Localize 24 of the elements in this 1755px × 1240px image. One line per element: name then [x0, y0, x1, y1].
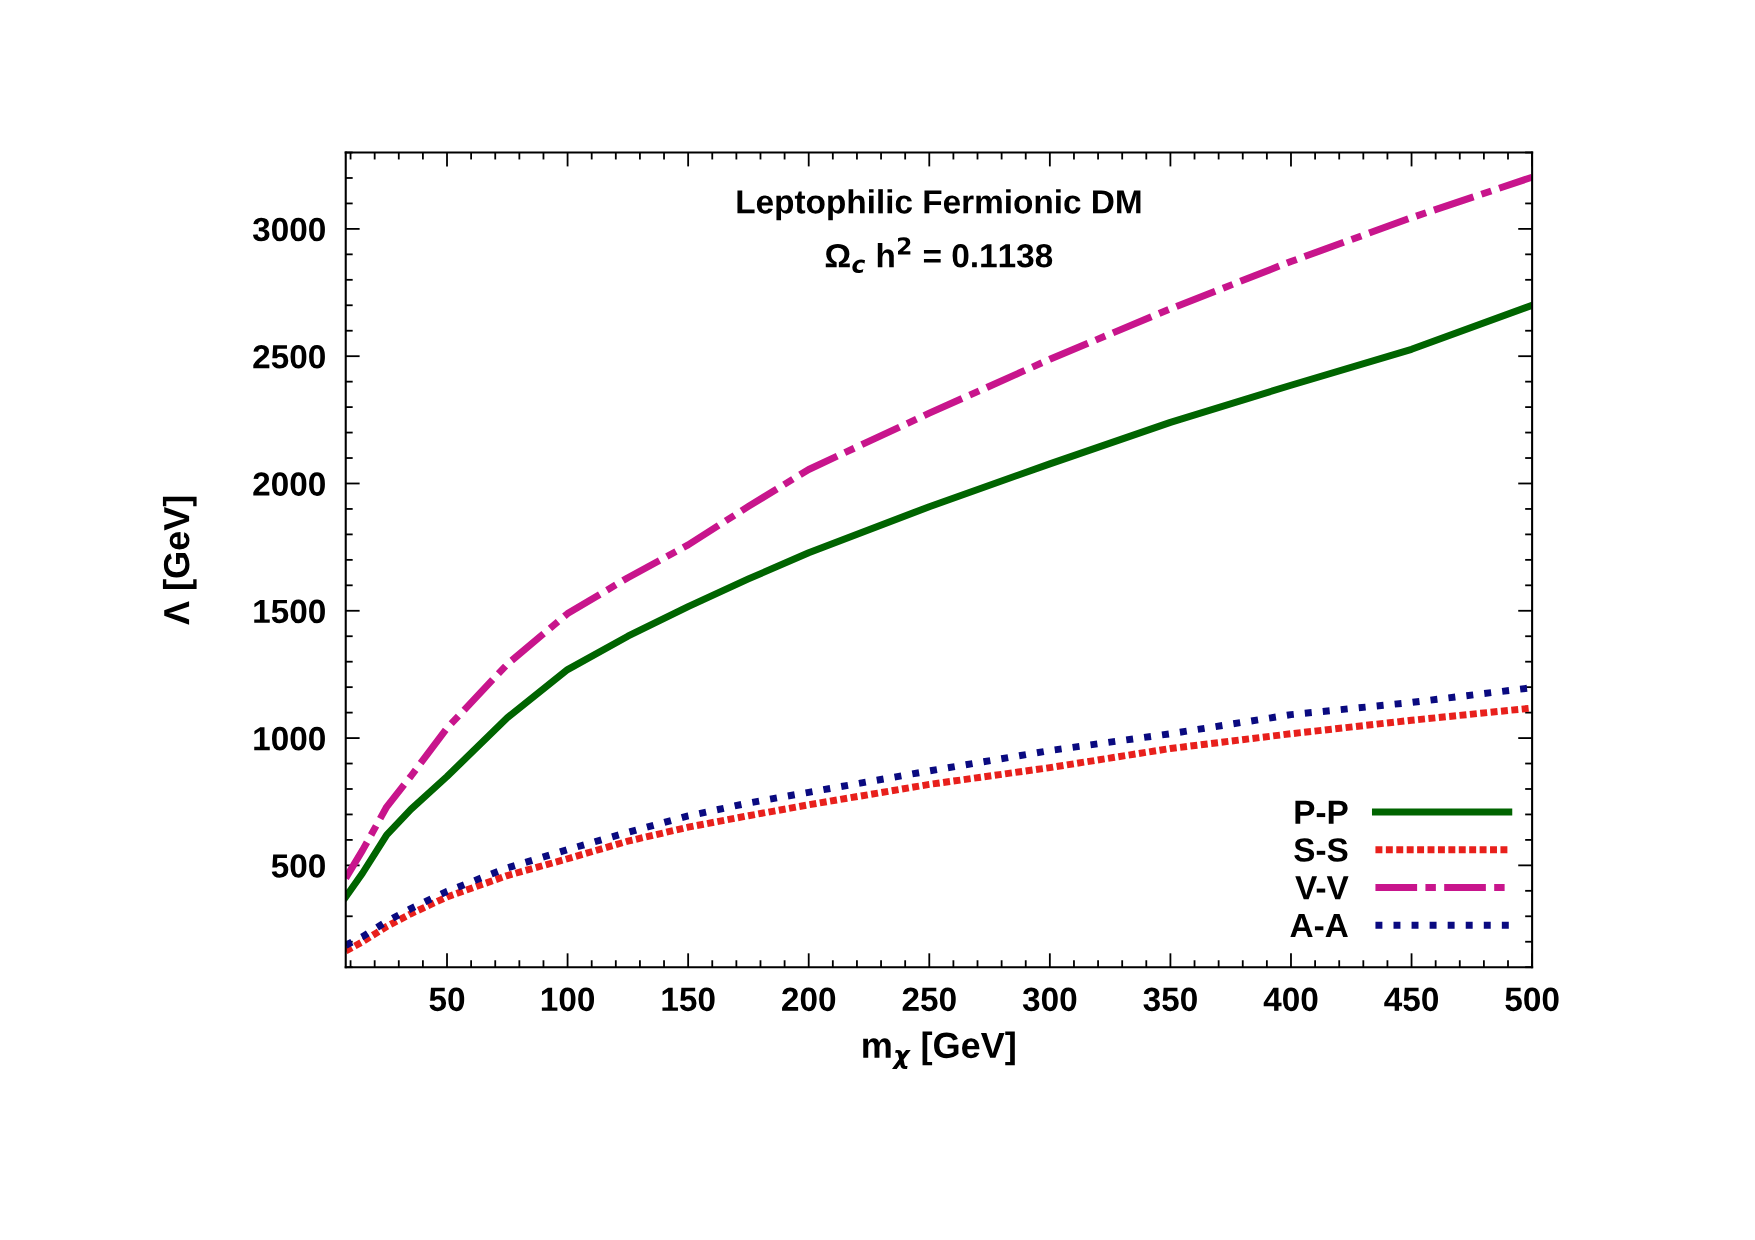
y-tick-label: 2000	[253, 472, 325, 496]
x-tick-label: 400	[1263, 987, 1318, 1012]
text: Leptophilic Fermionic DM	[737, 189, 1141, 221]
x-tick-label: 450	[1384, 987, 1438, 1012]
text: Ω$_{c}$ h$^{2}$ = 0.1138	[825, 237, 1053, 274]
legend-label: S-S	[1294, 838, 1348, 862]
y-tick-label: 1500	[254, 599, 325, 624]
x-axis-title: m$_{χ}$ [GeV]	[863, 1031, 1015, 1069]
y-tick-label: 3000	[252, 217, 325, 242]
x-tick-label: 300	[1022, 987, 1077, 1012]
x-tick-label: 500	[1505, 987, 1559, 1012]
legend-label: V-V	[1295, 876, 1349, 900]
legend-label: A-A	[1290, 914, 1348, 937]
x-tick-label: 250	[902, 987, 956, 1012]
x-tick-label: 200	[782, 987, 836, 1012]
y-tick-label: 2500	[253, 344, 325, 369]
x-tick-label: 150	[662, 987, 715, 1012]
y-axis-title: Λ [GeV]	[162, 496, 197, 625]
x-tick-label: 50	[429, 987, 465, 1012]
x-tick-label: 100	[541, 987, 595, 1012]
x-tick-label: 350	[1143, 987, 1197, 1012]
y-tick-label: 1000	[254, 726, 325, 751]
y-tick-label: 500	[271, 854, 325, 878]
legend-label: P-P	[1295, 800, 1348, 824]
